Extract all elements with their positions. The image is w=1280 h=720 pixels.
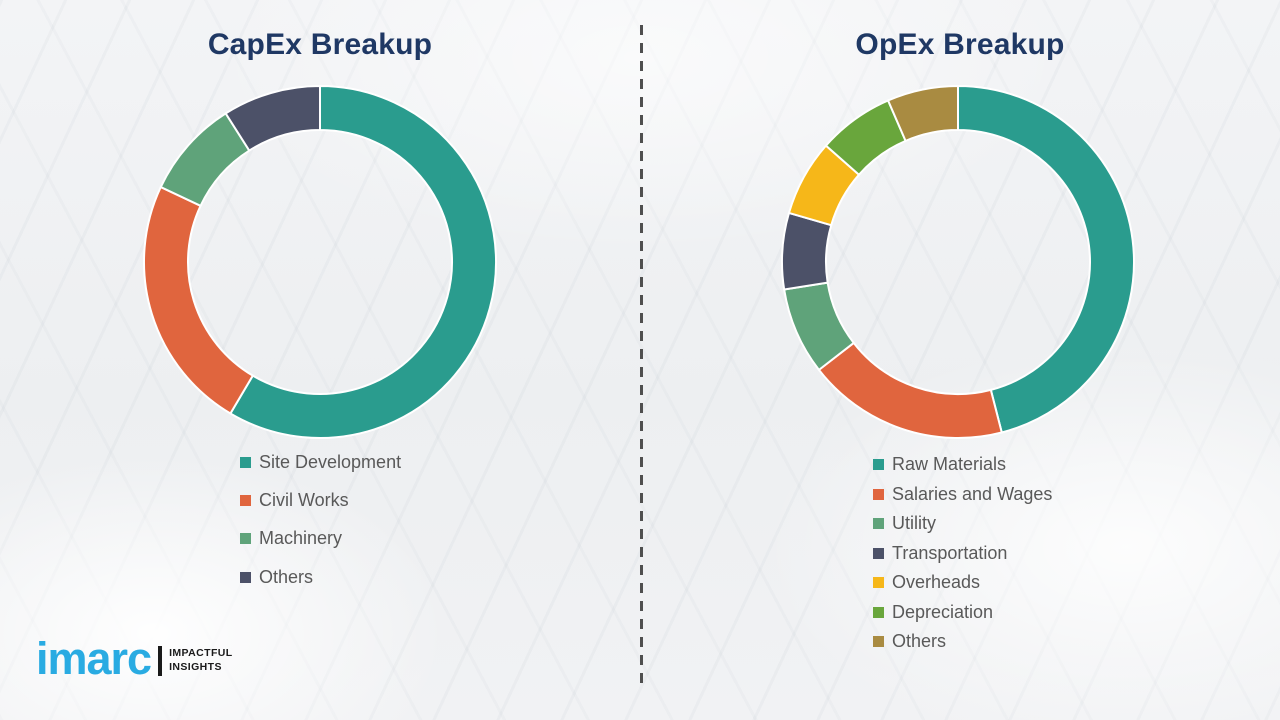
opex-donut-chart [781,84,1135,439]
capex-legend: Site Development Civil Works Machinery Othe… [240,443,401,597]
legend-item-transportation: Transportation [873,539,1052,569]
legend-item-site-development: Site Development [240,443,401,481]
legend-label-depreciation: Depreciation [892,601,994,622]
legend-label-others: Others [892,631,947,652]
donut-segment-others [224,84,321,152]
legend-swatch-raw-materials [873,459,884,471]
legend-swatch-others [873,636,884,648]
legend-item-others: Others [873,627,1052,657]
legend-swatch-overheads [873,577,884,589]
legend-swatch-utility [873,518,884,530]
imarc-logo-wordmark: imarc [36,633,152,684]
imarc-logo: imarc IMPACTFUL INSIGHTS [36,636,233,681]
legend-label-transportation: Transportation [892,542,1008,563]
logo-tagline-line1: IMPACTFUL [169,647,233,660]
legend-item-utility: Utility [873,509,1052,539]
legend-item-salaries-and-wages: Salaries and Wages [873,480,1052,510]
legend-swatch-others [240,571,251,583]
opex-chart-title: OpEx Breakup [855,28,1065,61]
opex-legend: Raw Materials Salaries and Wages Utility Tr… [873,450,1052,657]
center-divider-dashed-line [640,25,643,690]
legend-item-others: Others [240,558,401,596]
legend-label-overheads: Overheads [892,572,981,593]
legend-item-civil-works: Civil Works [240,481,401,519]
logo-tagline-line2: INSIGHTS [169,660,222,673]
donut-segment-civil-works [143,185,255,415]
capex-chart-title: CapEx Breakup [207,28,433,61]
legend-label-site-development: Site Development [259,451,402,472]
legend-swatch-depreciation [873,606,884,618]
donut-segment-transportation [781,211,833,291]
donut-segment-salaries-and-wages [817,341,1003,439]
legend-swatch-salaries-and-wages [873,488,884,500]
legend-label-machinery: Machinery [259,528,343,549]
legend-swatch-civil-works [240,495,251,507]
legend-item-raw-materials: Raw Materials [873,450,1052,480]
legend-swatch-machinery [240,533,251,545]
legend-label-civil-works: Civil Works [259,490,349,511]
logo-tagline: IMPACTFUL INSIGHTS [169,647,232,673]
legend-swatch-transportation [873,547,884,559]
donut-segment-site-development [229,84,497,439]
legend-label-utility: Utility [892,513,936,534]
legend-label-others: Others [259,566,314,587]
legend-item-machinery: Machinery [240,520,401,558]
capex-donut-chart [143,84,497,439]
capex-panel: CapEx Breakup Site Development Civil Work… [143,28,497,597]
logo-separator-bar [158,645,163,676]
legend-label-salaries-and-wages: Salaries and Wages [892,483,1053,504]
legend-label-raw-materials: Raw Materials [892,454,1007,475]
legend-item-depreciation: Depreciation [873,598,1052,628]
opex-panel: OpEx Breakup Raw Materials Salaries and W… [640,0,1280,720]
donut-segment-others [886,84,959,143]
legend-swatch-site-development [240,456,251,468]
legend-item-overheads: Overheads [873,568,1052,598]
donut-segment-raw-materials [957,84,1135,434]
